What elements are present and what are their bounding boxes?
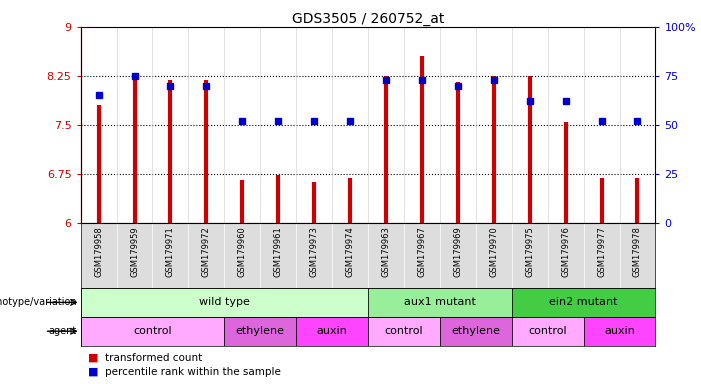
Text: GSM179978: GSM179978	[633, 226, 642, 277]
Text: GSM179977: GSM179977	[597, 226, 606, 277]
Text: GSM179971: GSM179971	[166, 226, 175, 277]
Bar	[512, 288, 655, 317]
Text: ein2 mutant: ein2 mutant	[550, 297, 618, 308]
Text: GSM179960: GSM179960	[238, 226, 247, 277]
Bar	[224, 317, 297, 346]
Text: GSM179958: GSM179958	[94, 226, 103, 277]
Text: control: control	[133, 326, 172, 336]
Bar	[512, 317, 583, 346]
Text: ■: ■	[88, 366, 98, 377]
Text: ethylene: ethylene	[236, 326, 285, 336]
Text: wild type: wild type	[199, 297, 250, 308]
Text: GSM179969: GSM179969	[454, 226, 463, 277]
Text: agent: agent	[49, 326, 77, 336]
Text: GSM179974: GSM179974	[346, 226, 355, 277]
Text: GSM179967: GSM179967	[417, 226, 426, 277]
Bar	[297, 317, 368, 346]
Text: auxin: auxin	[317, 326, 348, 336]
Text: ■: ■	[88, 353, 98, 363]
Title: GDS3505 / 260752_at: GDS3505 / 260752_at	[292, 12, 444, 26]
Bar	[81, 317, 224, 346]
Text: GSM179975: GSM179975	[525, 226, 534, 277]
Text: control: control	[529, 326, 567, 336]
Bar	[81, 288, 368, 317]
Text: GSM179970: GSM179970	[489, 226, 498, 277]
Text: GSM179959: GSM179959	[130, 226, 139, 276]
Text: percentile rank within the sample: percentile rank within the sample	[105, 366, 281, 377]
Text: control: control	[385, 326, 423, 336]
Text: aux1 mutant: aux1 mutant	[404, 297, 476, 308]
Text: ethylene: ethylene	[451, 326, 501, 336]
Text: GSM179961: GSM179961	[273, 226, 283, 277]
Bar	[440, 317, 512, 346]
Bar	[368, 317, 440, 346]
Bar	[368, 288, 512, 317]
Text: auxin: auxin	[604, 326, 635, 336]
Text: genotype/variation: genotype/variation	[0, 297, 77, 308]
Bar	[584, 317, 655, 346]
Text: GSM179972: GSM179972	[202, 226, 211, 277]
Text: GSM179963: GSM179963	[381, 226, 390, 277]
Text: transformed count: transformed count	[105, 353, 203, 363]
Text: GSM179973: GSM179973	[310, 226, 319, 277]
Text: GSM179976: GSM179976	[561, 226, 570, 277]
